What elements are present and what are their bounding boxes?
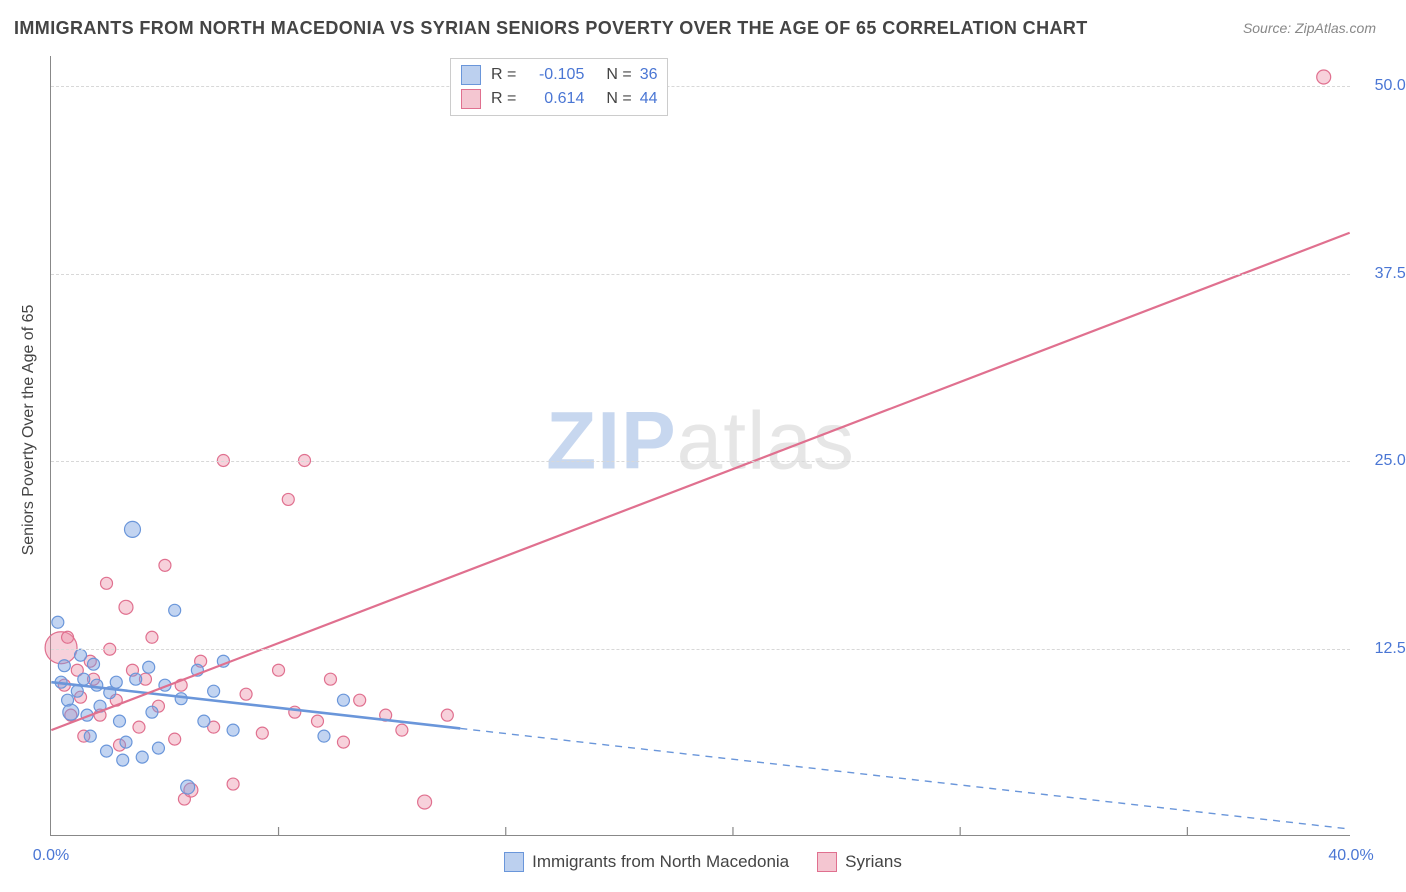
scatter-point: [117, 754, 129, 766]
legend-swatch-series-2: [461, 89, 481, 109]
scatter-point: [337, 736, 349, 748]
scatter-point: [110, 676, 122, 688]
scatter-point: [152, 742, 164, 754]
scatter-point: [282, 493, 294, 505]
scatter-point: [84, 730, 96, 742]
scatter-point: [52, 616, 64, 628]
scatter-point: [62, 631, 74, 643]
legend-swatch-series-1: [461, 65, 481, 85]
scatter-point: [58, 660, 70, 672]
scatter-point: [256, 727, 268, 739]
r-value-series-1: -0.105: [524, 66, 584, 84]
legend-swatch-bottom-2: [817, 852, 837, 872]
scatter-point: [227, 724, 239, 736]
scatter-point: [175, 693, 187, 705]
scatter-point: [240, 688, 252, 700]
scatter-point: [227, 778, 239, 790]
scatter-point: [101, 745, 113, 757]
scatter-point: [354, 694, 366, 706]
scatter-point: [130, 673, 142, 685]
trend-line: [51, 233, 1349, 730]
scatter-point: [119, 600, 133, 614]
legend-row-series-1: R = -0.105 N = 36: [461, 63, 657, 87]
scatter-point: [88, 658, 100, 670]
scatter-point: [1317, 70, 1331, 84]
y-tick-label: 37.5%: [1360, 265, 1406, 283]
scatter-point: [114, 715, 126, 727]
scatter-point: [71, 685, 83, 697]
scatter-point: [63, 704, 79, 720]
scatter-point: [441, 709, 453, 721]
scatter-point: [273, 664, 285, 676]
scatter-point: [181, 780, 195, 794]
correlation-legend: R = -0.105 N = 36 R = 0.614 N = 44: [450, 58, 668, 116]
scatter-point: [133, 721, 145, 733]
legend-label-series-1: Immigrants from North Macedonia: [532, 852, 789, 872]
scatter-point: [143, 661, 155, 673]
scatter-point: [78, 673, 90, 685]
scatter-point: [101, 577, 113, 589]
scatter-point: [208, 685, 220, 697]
scatter-point: [146, 706, 158, 718]
legend-item-series-1: Immigrants from North Macedonia: [504, 852, 789, 872]
page-title: IMMIGRANTS FROM NORTH MACEDONIA VS SYRIA…: [14, 18, 1088, 39]
n-value-series-1: 36: [640, 66, 658, 84]
scatter-point: [418, 795, 432, 809]
scatter-point: [91, 679, 103, 691]
series-legend: Immigrants from North Macedonia Syrians: [0, 852, 1406, 872]
n-value-series-2: 44: [640, 90, 658, 108]
legend-row-series-2: R = 0.614 N = 44: [461, 87, 657, 111]
scatter-point: [159, 559, 171, 571]
scatter-point: [311, 715, 323, 727]
y-tick-label: 50.0%: [1360, 77, 1406, 95]
source-attribution: Source: ZipAtlas.com: [1243, 20, 1376, 36]
scatter-point: [169, 604, 181, 616]
y-tick-label: 12.5%: [1360, 640, 1406, 658]
y-axis-label: Seniors Poverty Over the Age of 65: [20, 305, 38, 556]
legend-label-series-2: Syrians: [845, 852, 902, 872]
chart-svg: [51, 56, 1350, 835]
scatter-point: [396, 724, 408, 736]
n-label: N =: [606, 66, 631, 84]
scatter-point: [75, 649, 87, 661]
scatter-point: [146, 631, 158, 643]
n-label: N =: [606, 90, 631, 108]
r-label: R =: [491, 66, 516, 84]
chart-plot-area: ZIPatlas 12.5%25.0%37.5%50.0%0.0%40.0%: [50, 56, 1350, 836]
scatter-point: [169, 733, 181, 745]
scatter-point: [136, 751, 148, 763]
scatter-point: [124, 521, 140, 537]
scatter-point: [318, 730, 330, 742]
scatter-point: [120, 736, 132, 748]
legend-swatch-bottom-1: [504, 852, 524, 872]
r-value-series-2: 0.614: [524, 90, 584, 108]
r-label: R =: [491, 90, 516, 108]
y-tick-label: 25.0%: [1360, 452, 1406, 470]
scatter-point: [324, 673, 336, 685]
scatter-point: [337, 694, 349, 706]
trend-line-extrapolated: [460, 728, 1349, 829]
legend-item-series-2: Syrians: [817, 852, 902, 872]
scatter-point: [198, 715, 210, 727]
